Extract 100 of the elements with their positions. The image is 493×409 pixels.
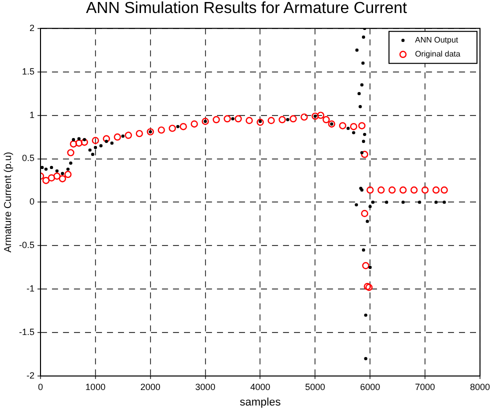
x-tick-label: 6000 <box>360 382 380 392</box>
point <box>290 115 297 122</box>
point <box>361 150 368 158</box>
point <box>362 140 366 143</box>
point <box>67 149 74 156</box>
chart-title: ANN Simulation Results for Armature Current <box>85 0 408 18</box>
point <box>110 142 114 145</box>
point <box>72 138 76 142</box>
y-tick-label: 0.5 <box>22 153 35 164</box>
point <box>224 115 231 122</box>
point <box>124 132 132 139</box>
point <box>136 130 143 138</box>
x-tick-label: 4000 <box>250 382 270 392</box>
y-tick-label: 0 <box>29 196 35 207</box>
point <box>53 172 61 180</box>
point <box>366 220 369 223</box>
point <box>50 166 54 170</box>
x-tick-label: 8000 <box>470 382 490 392</box>
point <box>364 282 371 290</box>
y-tick-label: 2 <box>29 22 35 33</box>
legend-label: Original data <box>414 50 461 59</box>
point <box>75 140 83 147</box>
x-tick-label: 1000 <box>85 382 106 392</box>
point <box>80 138 88 146</box>
point <box>355 48 359 52</box>
point <box>317 112 324 119</box>
point <box>77 137 81 140</box>
point <box>361 210 368 218</box>
point <box>362 262 370 270</box>
y-tick-label: -1.5 <box>18 327 35 338</box>
point <box>82 138 86 142</box>
point <box>361 62 365 65</box>
point <box>366 186 374 194</box>
point <box>388 186 396 194</box>
point <box>70 140 78 148</box>
point <box>55 169 59 173</box>
y-tick-label: 1.5 <box>22 66 35 76</box>
point <box>368 266 372 269</box>
point <box>440 186 448 194</box>
point <box>99 144 103 148</box>
point <box>114 133 122 141</box>
point <box>92 136 100 144</box>
y-tick-label: -1 <box>26 284 35 294</box>
y-tick-label: -0.5 <box>18 240 35 250</box>
point <box>364 357 368 360</box>
point <box>48 174 56 182</box>
point <box>354 203 358 206</box>
point <box>365 284 373 291</box>
x-tick-label: 2000 <box>140 382 160 392</box>
point <box>58 175 66 182</box>
point <box>300 113 308 121</box>
point <box>364 314 368 317</box>
point <box>362 248 366 252</box>
x-tick-label: 5000 <box>305 382 326 392</box>
point <box>268 116 275 124</box>
point <box>158 126 165 134</box>
point <box>399 186 407 194</box>
point <box>363 132 366 136</box>
point <box>176 124 180 128</box>
point <box>421 186 429 194</box>
point <box>434 200 438 204</box>
point <box>212 116 220 124</box>
point <box>190 120 198 128</box>
point <box>410 186 418 194</box>
x-tick-label: 0 <box>38 382 44 392</box>
point <box>322 116 330 124</box>
point <box>432 186 440 194</box>
x-tick-label: 7000 <box>415 382 436 392</box>
y-tick-label: -2 <box>26 370 35 380</box>
point <box>256 118 264 126</box>
point <box>371 200 374 204</box>
point <box>104 140 108 143</box>
point <box>339 122 346 130</box>
point <box>66 168 70 171</box>
point <box>442 200 446 204</box>
point <box>418 200 422 204</box>
point <box>42 176 50 184</box>
y-tick-label: 1 <box>29 110 35 120</box>
point <box>180 122 187 130</box>
point <box>362 35 366 39</box>
point <box>368 204 372 208</box>
point <box>278 116 286 124</box>
point <box>358 92 361 96</box>
point <box>44 168 48 171</box>
point <box>360 83 364 86</box>
point <box>358 122 366 130</box>
point <box>64 170 72 178</box>
point <box>385 200 388 204</box>
x-axis-title: samples <box>240 396 282 408</box>
point <box>246 116 253 124</box>
point <box>60 172 64 176</box>
point <box>378 186 385 194</box>
point <box>40 166 44 170</box>
point <box>88 148 92 152</box>
point <box>350 122 358 130</box>
point <box>346 126 350 130</box>
point <box>358 105 362 108</box>
point <box>286 118 290 122</box>
point <box>69 161 72 165</box>
point <box>231 117 234 120</box>
